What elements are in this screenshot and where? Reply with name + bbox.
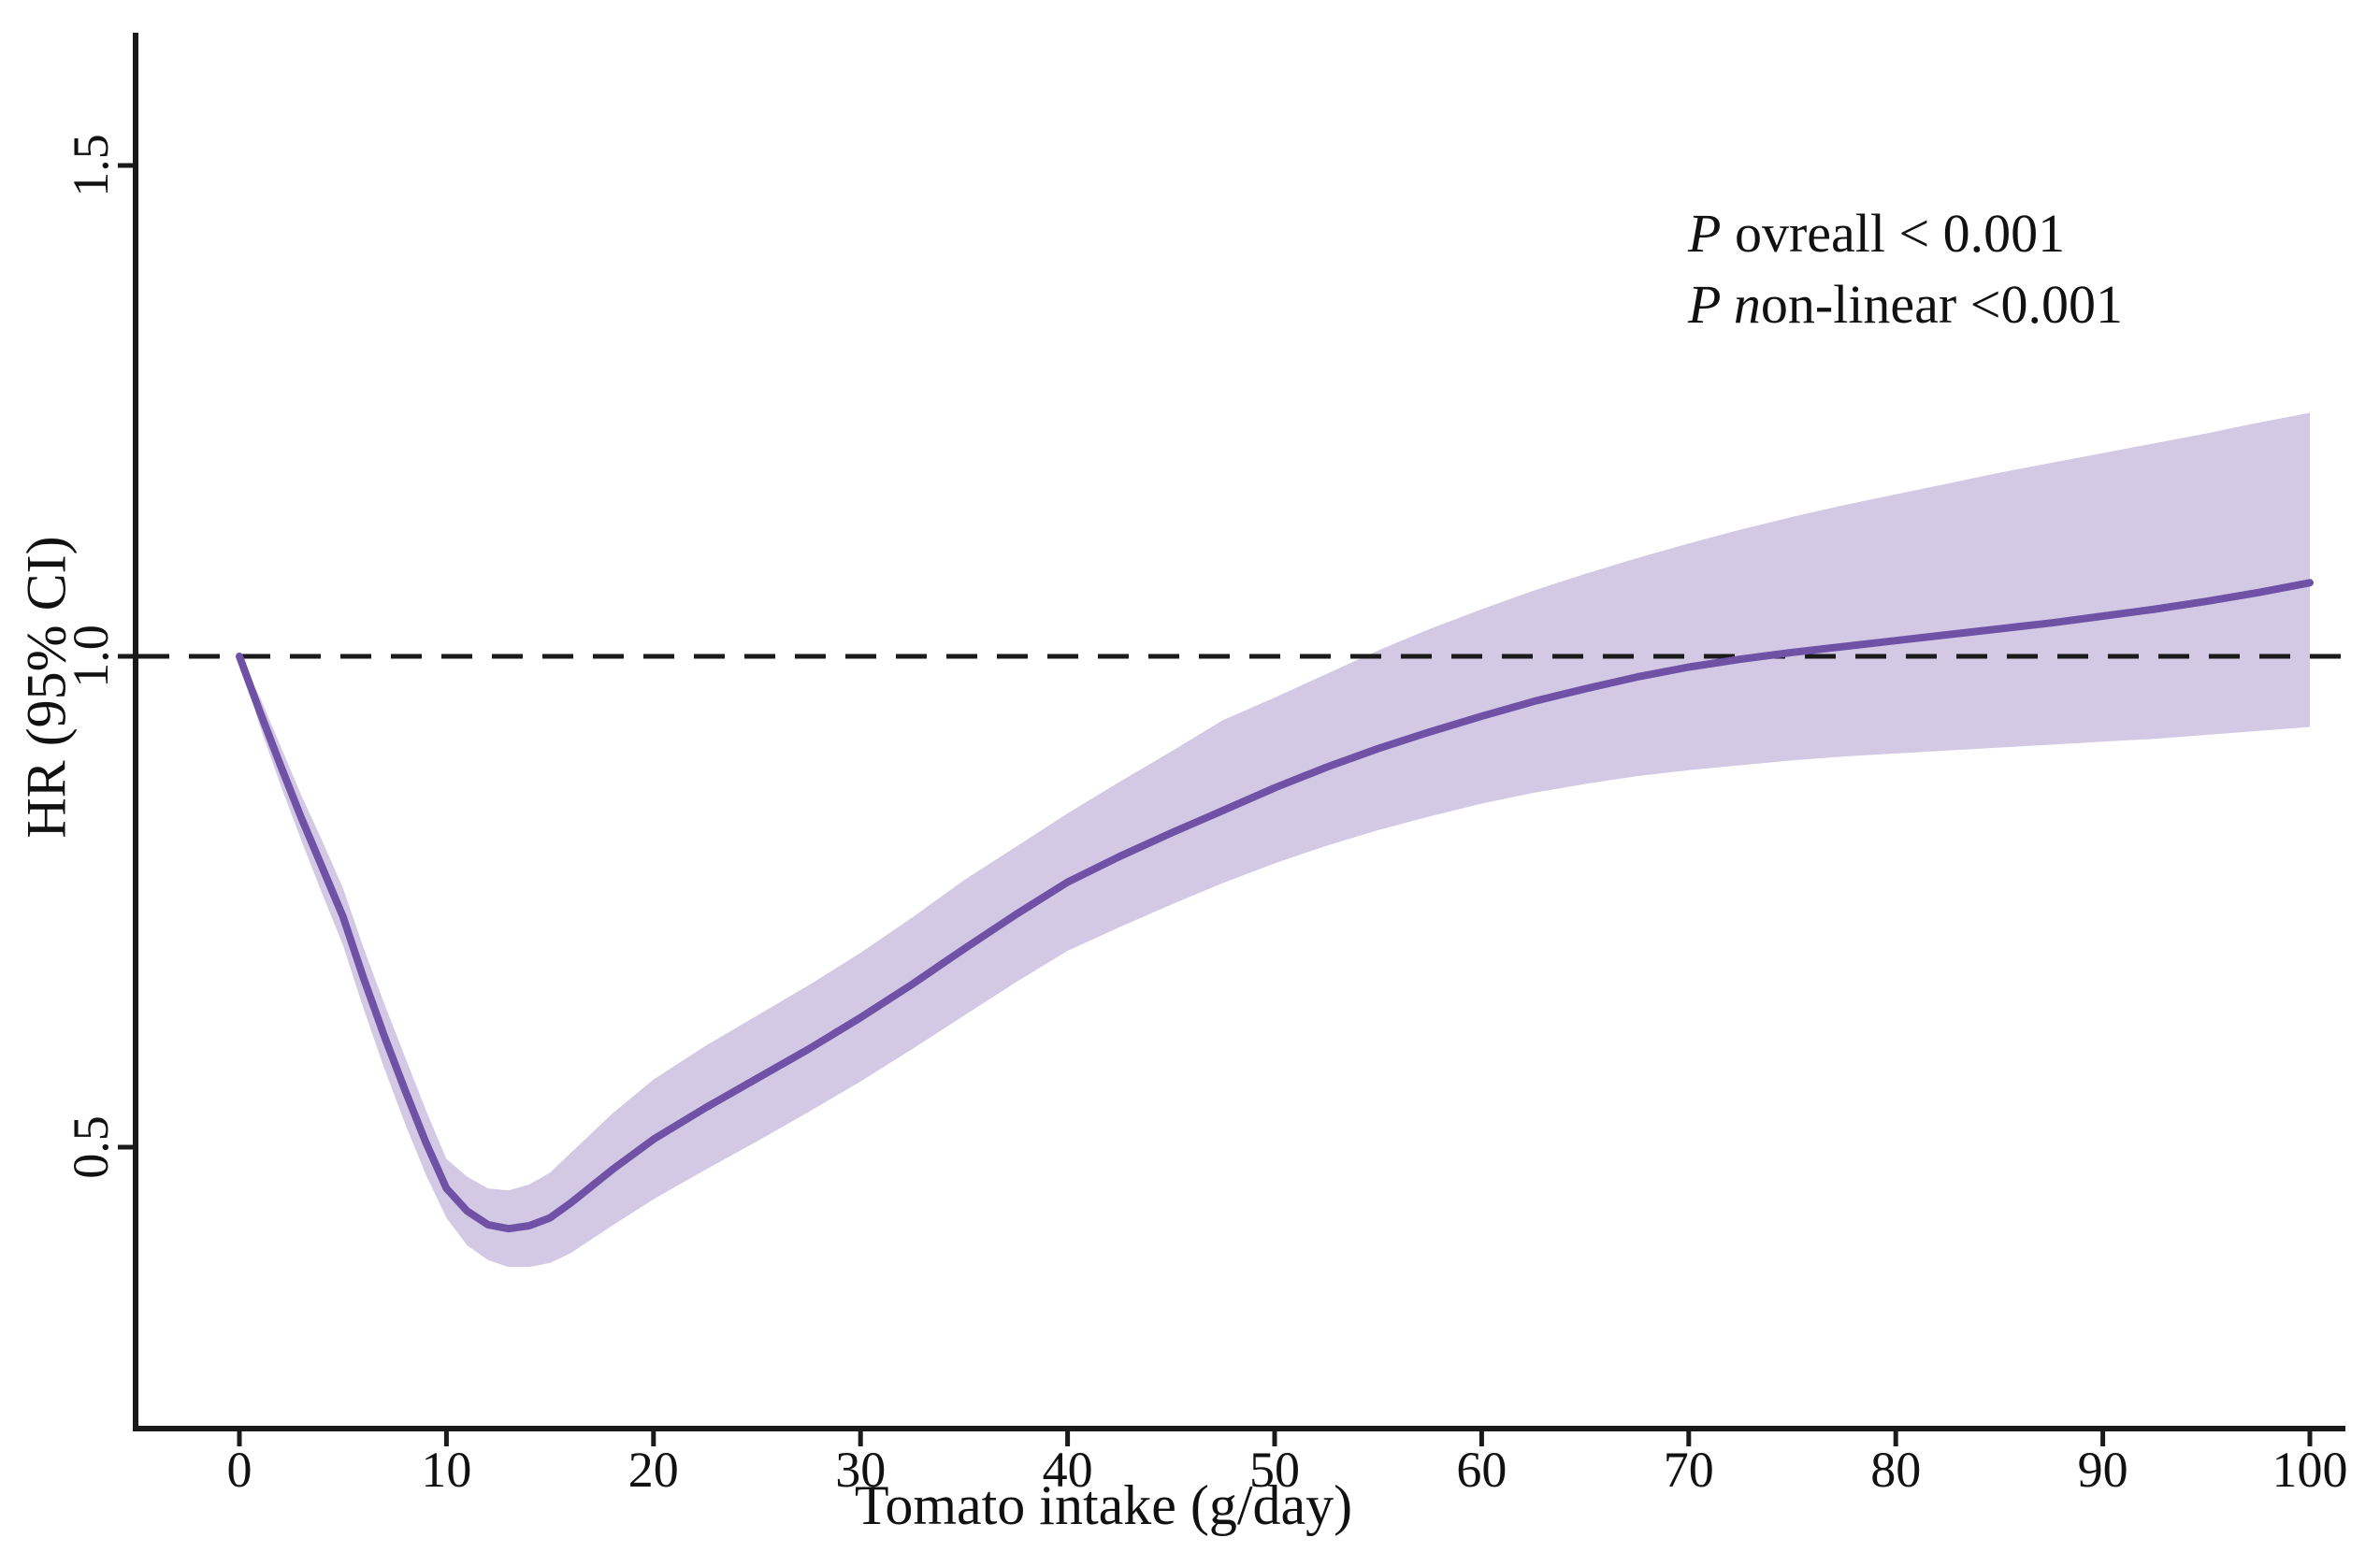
y-tick-label: 1.5 bbox=[63, 134, 119, 197]
x-tick-label: 0 bbox=[227, 1442, 252, 1498]
x-tick-label: 40 bbox=[1043, 1442, 1093, 1498]
x-tick-label: 80 bbox=[1870, 1442, 1921, 1498]
x-tick-label: 100 bbox=[2272, 1442, 2348, 1498]
p-value-text: ovreall < 0.001 bbox=[1721, 203, 2066, 264]
x-tick-label: 10 bbox=[421, 1442, 471, 1498]
x-tick-label: 20 bbox=[628, 1442, 679, 1498]
p-symbol: P n bbox=[1688, 274, 1761, 335]
x-tick-label: 90 bbox=[2078, 1442, 2128, 1498]
x-axis-title: Tomato intake (g/day) bbox=[854, 1474, 1353, 1536]
p-value-annotation: P ovreall < 0.001 P non-linear <0.001 bbox=[1688, 198, 2123, 340]
x-tick-label: 30 bbox=[835, 1442, 886, 1498]
y-tick-label: 1.0 bbox=[63, 625, 119, 688]
p-value-text: on-linear <0.001 bbox=[1760, 274, 2123, 335]
x-tick-label: 50 bbox=[1249, 1442, 1300, 1498]
hr-spline-curve bbox=[236, 579, 2314, 1233]
x-tick-label: 70 bbox=[1664, 1442, 1714, 1498]
x-tick-label: 60 bbox=[1456, 1442, 1507, 1498]
y-tick-label: 0.5 bbox=[63, 1115, 119, 1179]
p-symbol: P bbox=[1688, 203, 1722, 264]
p-nonlinear-text: P non-linear <0.001 bbox=[1688, 269, 2123, 340]
y-axis-title: HR (95% CI) bbox=[15, 536, 78, 839]
confidence-band bbox=[239, 412, 2310, 1268]
p-overall-text: P ovreall < 0.001 bbox=[1688, 198, 2123, 269]
